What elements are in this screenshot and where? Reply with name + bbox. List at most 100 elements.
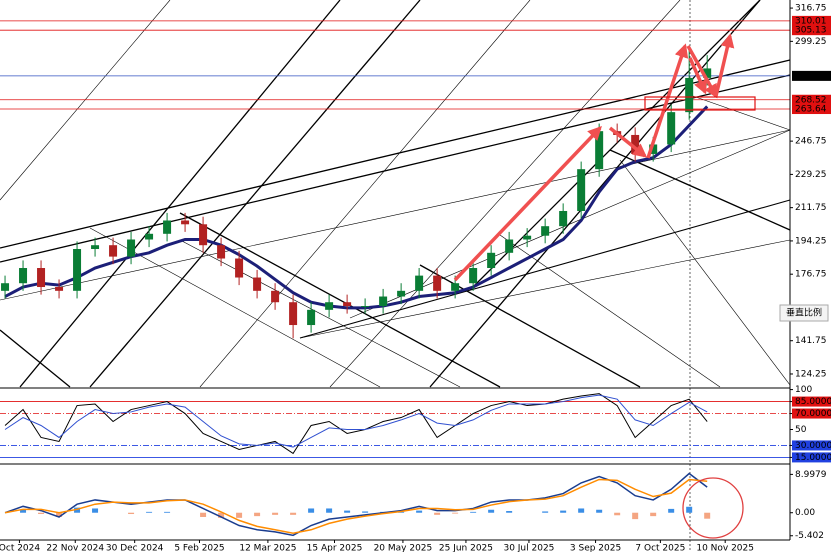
x-tick-label: 12 Mar 2025 bbox=[239, 544, 296, 552]
histogram-bar bbox=[362, 511, 369, 513]
histogram-bar bbox=[542, 511, 549, 513]
x-tick-label: 7 Oct 2025 bbox=[635, 544, 685, 552]
histogram-bar bbox=[92, 508, 99, 513]
candle-body bbox=[487, 252, 496, 269]
level-label: 310.01 bbox=[795, 16, 827, 26]
y-tick-label: 194.25 bbox=[795, 236, 827, 246]
histogram-bar bbox=[308, 508, 315, 513]
histogram-bar bbox=[56, 512, 63, 517]
histogram-bar bbox=[146, 511, 153, 513]
level-label: 305.13 bbox=[795, 26, 827, 36]
candle-body bbox=[55, 287, 64, 291]
candle-body bbox=[577, 169, 586, 211]
histogram-bar bbox=[488, 509, 495, 513]
candle-body bbox=[379, 296, 388, 307]
level-box bbox=[792, 25, 831, 36]
histogram-bar bbox=[20, 509, 27, 513]
candle-body bbox=[235, 258, 244, 278]
histogram-bar bbox=[506, 511, 513, 513]
x-tick-label: 3 Sep 2025 bbox=[570, 544, 621, 552]
candle-body bbox=[289, 302, 298, 326]
candle-body bbox=[19, 268, 28, 284]
level-box bbox=[792, 94, 831, 105]
x-tick-label: 22 Nov 2024 bbox=[46, 544, 104, 552]
line bbox=[4, 393, 708, 455]
candle-body bbox=[91, 245, 100, 250]
highlight-circle bbox=[682, 477, 744, 539]
histogram-bar bbox=[38, 512, 45, 515]
histogram-bar bbox=[434, 512, 441, 515]
y-tick-label: 8.9979 bbox=[795, 470, 827, 480]
y-tick-label: 211.75 bbox=[795, 203, 827, 213]
line bbox=[4, 394, 708, 448]
candle-body bbox=[271, 290, 280, 303]
y-tick-label: 316.75 bbox=[795, 4, 827, 14]
histogram-bar bbox=[686, 506, 693, 513]
histogram-bar bbox=[668, 508, 675, 513]
y-tick-box bbox=[792, 408, 831, 419]
scale-button[interactable]: 垂直比例 bbox=[779, 304, 829, 322]
y-tick-label: 85.0000 bbox=[795, 397, 831, 407]
y-tick-label: 0.00 bbox=[795, 508, 815, 518]
level-box bbox=[792, 104, 831, 115]
y-tick-label: 124.25 bbox=[795, 369, 827, 379]
annotations bbox=[453, 33, 735, 282]
candle-body bbox=[649, 144, 658, 154]
candle-body bbox=[343, 302, 352, 307]
x-tick-label: Oct 2024 bbox=[0, 544, 40, 552]
candle-body bbox=[199, 224, 208, 246]
histogram-bar bbox=[326, 508, 333, 513]
candle-body bbox=[523, 235, 532, 240]
candle-body bbox=[181, 220, 190, 225]
candle-body bbox=[253, 277, 262, 291]
y-tick-label: 299.25 bbox=[795, 37, 827, 47]
y-tick-label: 176.75 bbox=[795, 270, 827, 280]
y-tick-label: 15.0000 bbox=[795, 453, 831, 463]
candle-body bbox=[505, 239, 514, 253]
histogram-bar bbox=[560, 510, 567, 513]
candle-body bbox=[1, 283, 10, 291]
y-tick-label: -5.402 bbox=[795, 531, 824, 541]
highlight-box bbox=[644, 96, 756, 111]
histogram-bar bbox=[200, 512, 207, 517]
x-tick-label: 20 May 2025 bbox=[374, 544, 433, 552]
candle-body bbox=[685, 77, 694, 113]
level-box bbox=[792, 70, 831, 81]
x-tick-label: 30 Jul 2025 bbox=[503, 544, 554, 552]
button[interactable] bbox=[779, 304, 829, 322]
histogram-bar bbox=[650, 512, 657, 517]
y-tick-label: 100 bbox=[795, 385, 812, 395]
candle-body bbox=[127, 239, 136, 257]
histogram-bar bbox=[614, 512, 621, 516]
histogram-bar bbox=[398, 511, 405, 513]
candle-body bbox=[307, 309, 316, 326]
candle-body bbox=[109, 245, 118, 257]
y-tick-box bbox=[792, 440, 831, 451]
histogram-bar bbox=[254, 512, 261, 517]
level-box bbox=[792, 15, 831, 26]
candle-body bbox=[217, 245, 226, 259]
candle-body bbox=[361, 306, 370, 308]
candle-body bbox=[163, 220, 172, 234]
x-tick-label: 5 Feb 2025 bbox=[174, 544, 224, 552]
y-tick-label: 70.0000 bbox=[795, 409, 831, 419]
candle-body bbox=[397, 290, 406, 297]
y-tick-box bbox=[792, 452, 831, 463]
histogram-bar bbox=[578, 508, 585, 513]
histogram-bar bbox=[128, 512, 135, 515]
button-label[interactable]: 垂直比例 bbox=[786, 307, 822, 319]
candle-body bbox=[73, 249, 82, 291]
x-tick-label: 25 Jun 2025 bbox=[439, 544, 493, 552]
histogram-bar bbox=[290, 512, 297, 515]
histogram-bar bbox=[236, 512, 243, 518]
candle-body bbox=[37, 268, 46, 288]
x-tick-label: 30 Dec 2024 bbox=[106, 544, 164, 552]
level-label: 263.64 bbox=[795, 105, 827, 115]
histogram-bar bbox=[416, 510, 423, 513]
candle-body bbox=[433, 275, 442, 291]
histogram-bar bbox=[470, 511, 477, 513]
candle-body bbox=[415, 275, 424, 291]
y-tick-label: 141.75 bbox=[795, 336, 827, 346]
candle-body bbox=[145, 233, 154, 240]
